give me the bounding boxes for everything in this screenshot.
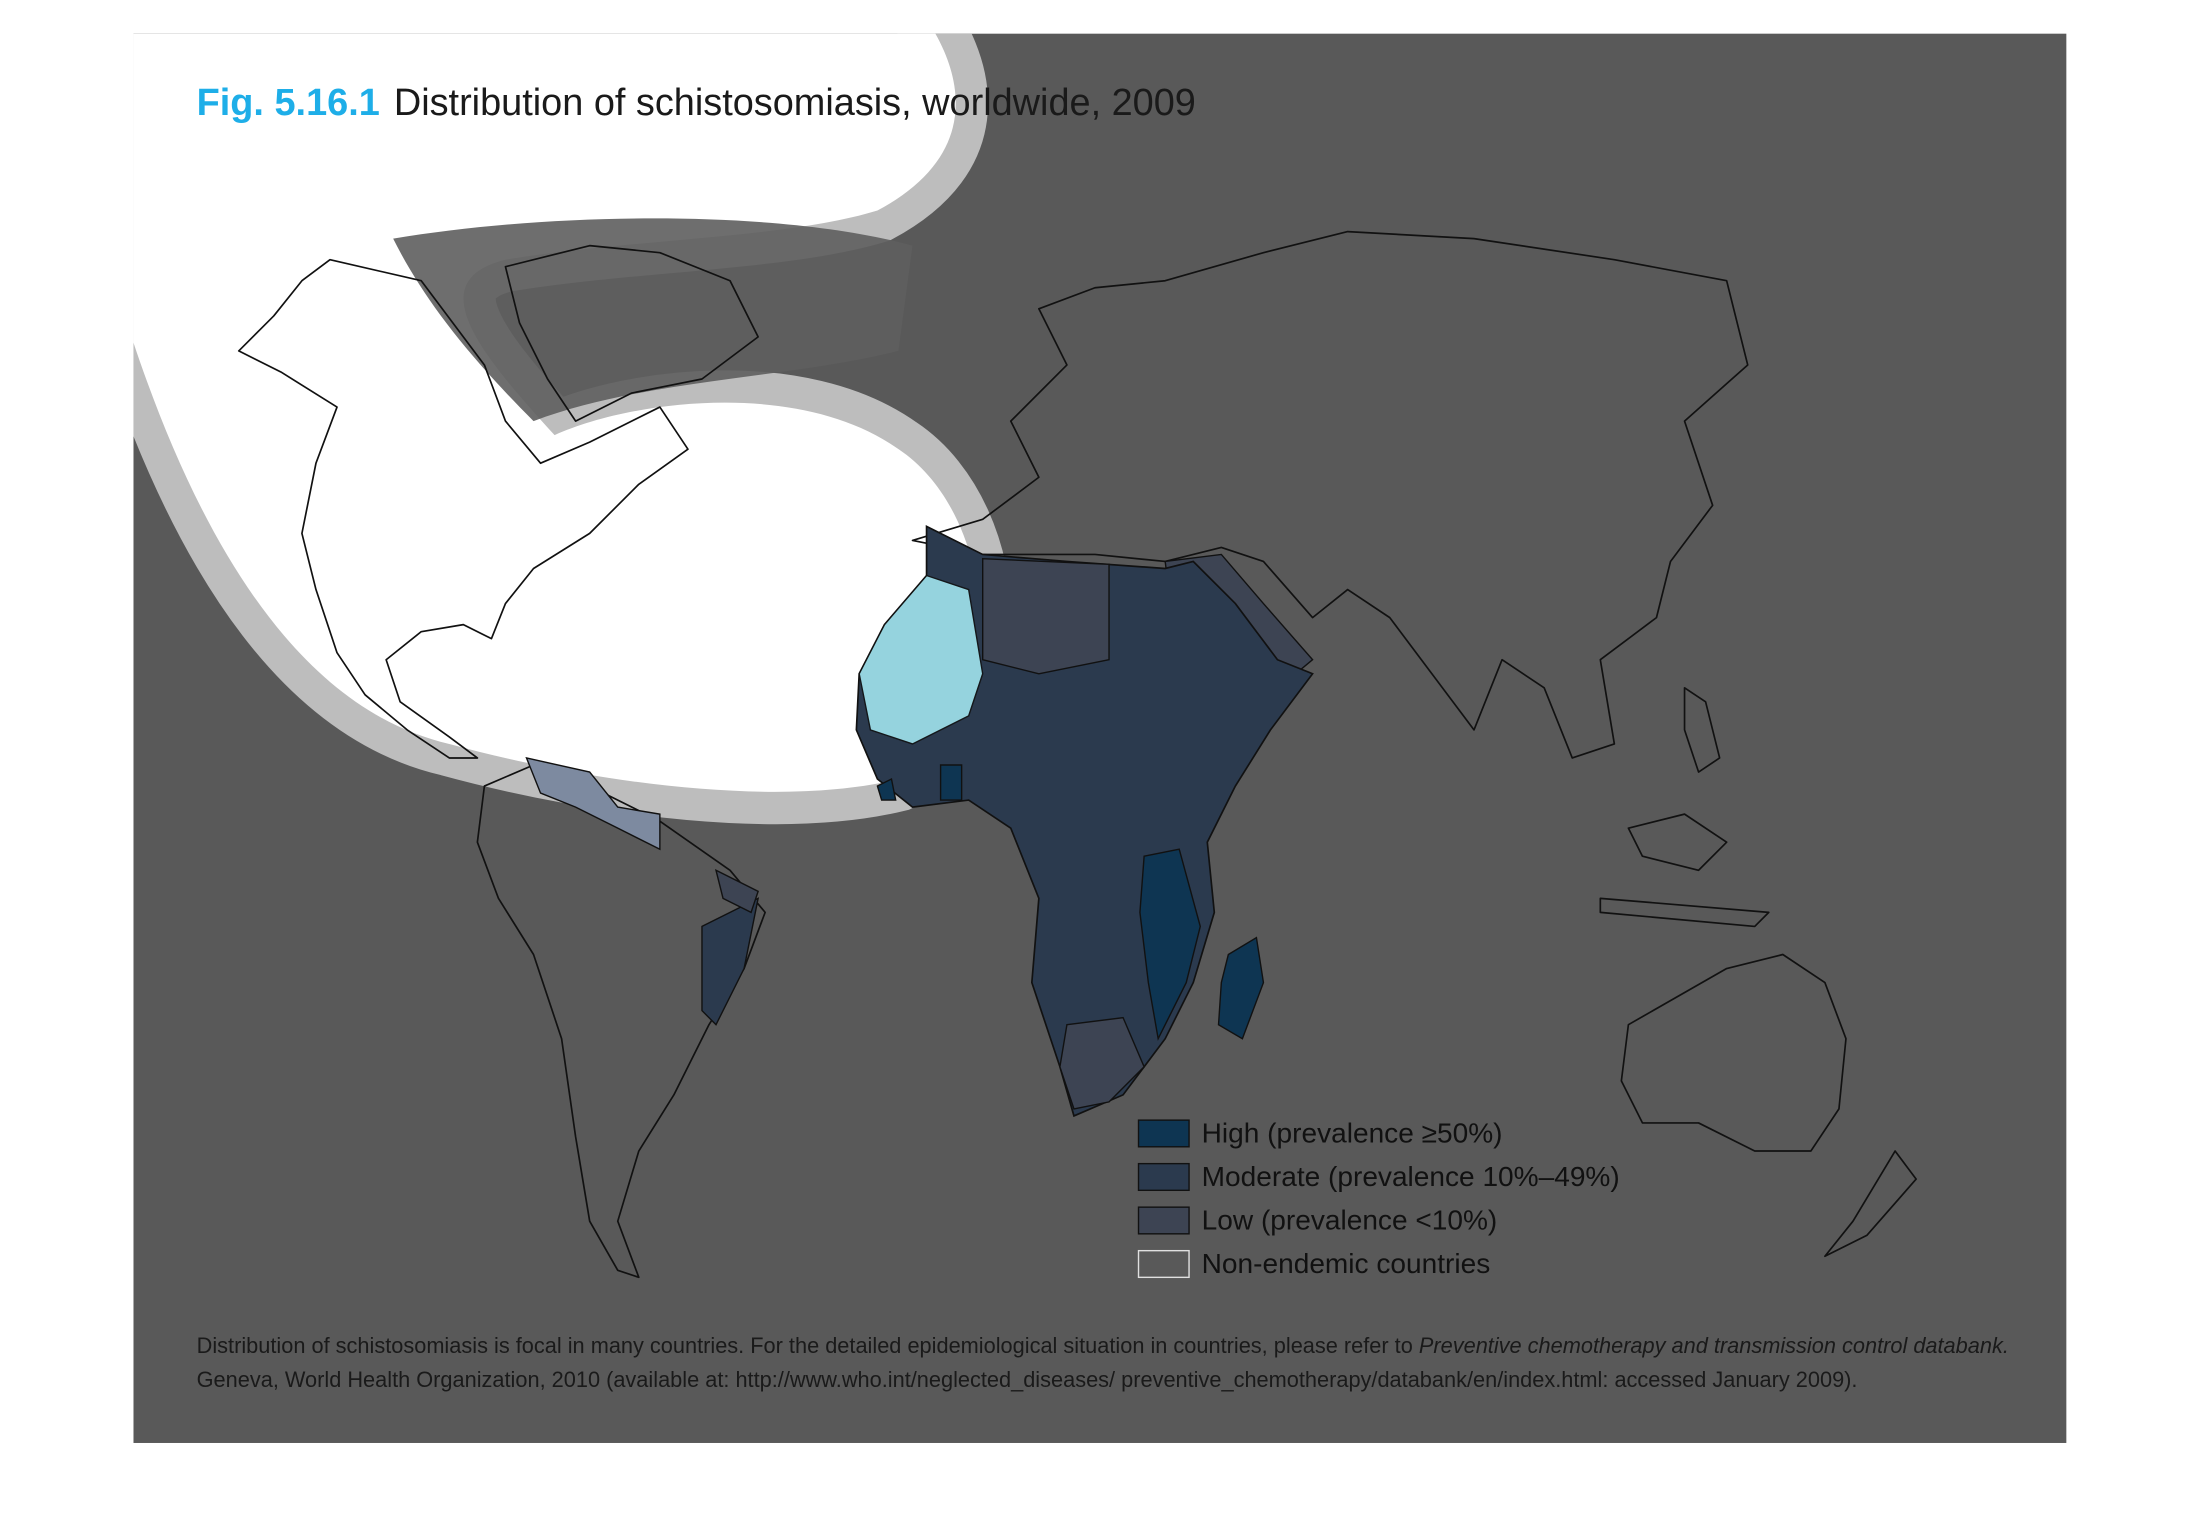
high-east-africa [1139, 848, 1202, 1041]
eurasia [911, 230, 1749, 759]
australia [1620, 953, 1847, 1152]
high-west-africa [876, 764, 963, 801]
legend-label: Moderate (prevalence 10%–49%) [1202, 1161, 1620, 1192]
legend-label: Low (prevalence <10%) [1202, 1205, 1498, 1236]
legend-label: Non-endemic countries [1202, 1248, 1491, 1279]
figure-number: Fig. 5.16.1 [197, 82, 380, 124]
footnote-line-1: Distribution of schistosomiasis is focal… [197, 1333, 2009, 1358]
low-venezuela [525, 757, 661, 851]
footnote-line-2: Geneva, World Health Organization, 2010 … [197, 1367, 1858, 1392]
greenland-zone [393, 218, 913, 422]
footnote-text: Distribution of schistosomiasis is focal… [197, 1333, 1413, 1358]
new-zealand [1824, 1150, 1917, 1258]
indonesia [1599, 813, 1770, 928]
north-america [237, 258, 689, 759]
legend-swatch [1137, 1162, 1190, 1192]
high-madagascar [1217, 936, 1265, 1040]
legend-swatch [1137, 1249, 1190, 1279]
highlight [133, 33, 1013, 825]
legend: High (prevalence ≥50%) Moderate (prevalen… [1137, 1118, 1620, 1279]
south-america [476, 764, 766, 1279]
philippines [1683, 686, 1721, 773]
highlighted-west-africa [858, 574, 984, 745]
legend-label: High (prevalence ≥50%) [1202, 1118, 1503, 1149]
figure-heading: Fig. 5.16.1 Distribution of schistosomias… [197, 82, 1196, 124]
footnote-source-title: Preventive chemotherapy and transmission… [1419, 1333, 2009, 1358]
figure-title: Distribution of schistosomiasis, worldwi… [394, 82, 1196, 124]
greenland [504, 244, 759, 422]
low-brazil-north [714, 868, 759, 914]
legend-swatch [1137, 1206, 1190, 1235]
low-south-africa [1059, 1016, 1145, 1110]
legend-swatch [1137, 1119, 1190, 1148]
low-north-africa [982, 557, 1110, 675]
